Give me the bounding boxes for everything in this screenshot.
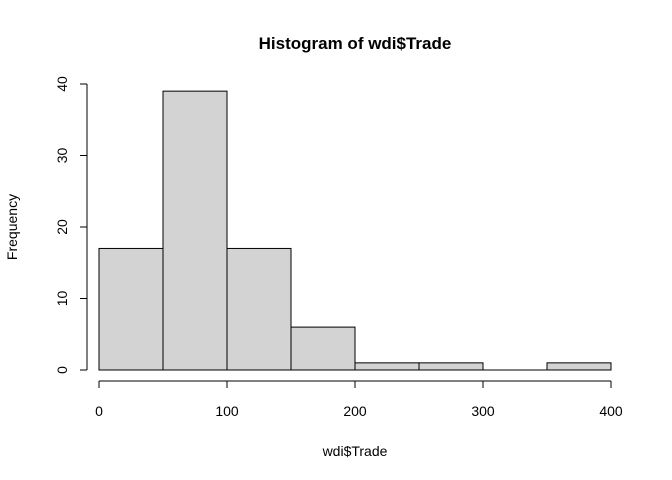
histogram-bar	[290, 326, 356, 371]
x-axis: 0 100 200 300 400	[95, 380, 623, 419]
histogram-bar	[546, 362, 612, 371]
bars-group	[98, 90, 612, 371]
histogram-bar	[162, 90, 228, 371]
y-tick-label: 20	[54, 219, 70, 235]
histogram-bar	[354, 362, 420, 371]
y-tick-label: 30	[54, 148, 70, 164]
x-tick-label: 200	[343, 403, 367, 419]
x-tick-label: 100	[215, 403, 239, 419]
x-axis-label: wdi$Trade	[322, 443, 388, 459]
y-tick-label: 10	[54, 291, 70, 307]
chart-title: Histogram of wdi$Trade	[259, 34, 452, 53]
x-tick-label: 300	[471, 403, 495, 419]
y-axis-label: Frequency	[4, 194, 20, 260]
histogram-bar	[226, 247, 292, 371]
histogram-bar	[98, 247, 164, 371]
x-tick-label: 400	[599, 403, 623, 419]
y-tick-label: 0	[54, 366, 70, 374]
x-tick-label: 0	[95, 403, 103, 419]
histogram-bar	[418, 362, 484, 371]
y-axis: 0 10 20 30 40	[54, 76, 88, 374]
y-tick-label: 40	[54, 76, 70, 92]
